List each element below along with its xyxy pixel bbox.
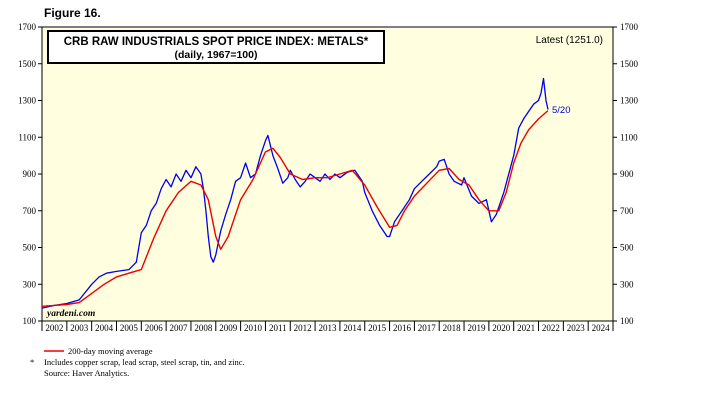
index-line <box>41 77 549 309</box>
x-tick-label: 2006 <box>145 323 164 333</box>
x-tick-label: 2011 <box>269 323 287 333</box>
y-tick-label-left: 1300 <box>18 96 37 106</box>
y-tick-label-right: 1500 <box>620 59 639 69</box>
latest-label: Latest (1251.0) <box>536 35 603 46</box>
y-tick-label-right: 1700 <box>620 22 639 32</box>
y-tick-label-right: 900 <box>620 169 634 179</box>
end-date-label: 5/20 <box>552 105 571 116</box>
y-tick-label-left: 900 <box>23 169 37 179</box>
x-tick-label: 2007 <box>170 323 189 333</box>
chart-subtitle: (daily, 1967=100) <box>175 49 258 61</box>
x-tick-label: 2015 <box>368 323 387 333</box>
y-tick-label-left: 700 <box>23 206 37 216</box>
x-tick-label: 2014 <box>343 323 362 333</box>
y-axis-left: 100 300 500 700 900 1100 1300 1500 1700 <box>18 22 42 326</box>
x-tick-label: 2008 <box>194 323 213 333</box>
x-tick-label: 2003 <box>70 323 89 333</box>
plot-area <box>41 26 614 322</box>
x-tick-label: 2013 <box>319 323 338 333</box>
x-tick-label: 2009 <box>219 323 238 333</box>
footnote-components: Includes copper scrap, lead scrap, steel… <box>44 357 245 367</box>
x-tick-label: 2018 <box>443 323 462 333</box>
x-tick-label: 2012 <box>294 323 312 333</box>
x-tick-label: 2016 <box>393 323 412 333</box>
watermark: yardeni.com <box>46 309 95 319</box>
series-group <box>41 77 549 309</box>
x-tick-label: 2023 <box>567 323 586 333</box>
x-tick-label: 2019 <box>467 323 486 333</box>
y-tick-label-right: 300 <box>620 279 634 289</box>
x-tick-label: 2004 <box>95 323 114 333</box>
moving-average-line <box>41 110 549 307</box>
footnote-asterisk: * <box>30 357 35 367</box>
y-tick-label-right: 1300 <box>620 96 639 106</box>
y-axis-right: 100 300 500 700 900 1100 1300 1500 1700 <box>613 22 639 326</box>
x-tick-label: 2020 <box>492 323 511 333</box>
y-tick-label-right: 700 <box>620 206 634 216</box>
y-tick-label-left: 100 <box>23 316 37 326</box>
y-tick-label-right: 100 <box>620 316 634 326</box>
y-tick-label-left: 500 <box>23 243 37 253</box>
title-box <box>47 30 385 64</box>
x-tick-label: 2010 <box>244 323 263 333</box>
x-tick-label: 2024 <box>592 323 611 333</box>
x-tick-label: 2005 <box>120 323 139 333</box>
x-axis: 2002 2003 2004 2005 2006 2007 2008 2009 2010 2011… <box>41 321 614 333</box>
y-tick-label-left: 1500 <box>18 59 37 69</box>
chart-title: CRB RAW INDUSTRIALS SPOT PRICE INDEX: ME… <box>64 36 369 48</box>
y-tick-label-left: 300 <box>23 279 37 289</box>
x-tick-label: 2017 <box>418 323 437 333</box>
footnote-source: Source: Haver Analytics. <box>44 368 130 378</box>
legend-ma-label: 200-day moving average <box>68 346 153 356</box>
y-tick-label-right: 1100 <box>620 132 638 142</box>
figure-label: Figure 16. <box>44 6 101 20</box>
y-tick-label-right: 500 <box>620 243 634 253</box>
y-tick-label-left: 1700 <box>18 22 37 32</box>
x-tick-label: 2021 <box>517 323 535 333</box>
x-tick-label: 2022 <box>542 323 560 333</box>
x-tick-label: 2002 <box>45 323 63 333</box>
y-tick-label-left: 1100 <box>18 132 36 142</box>
